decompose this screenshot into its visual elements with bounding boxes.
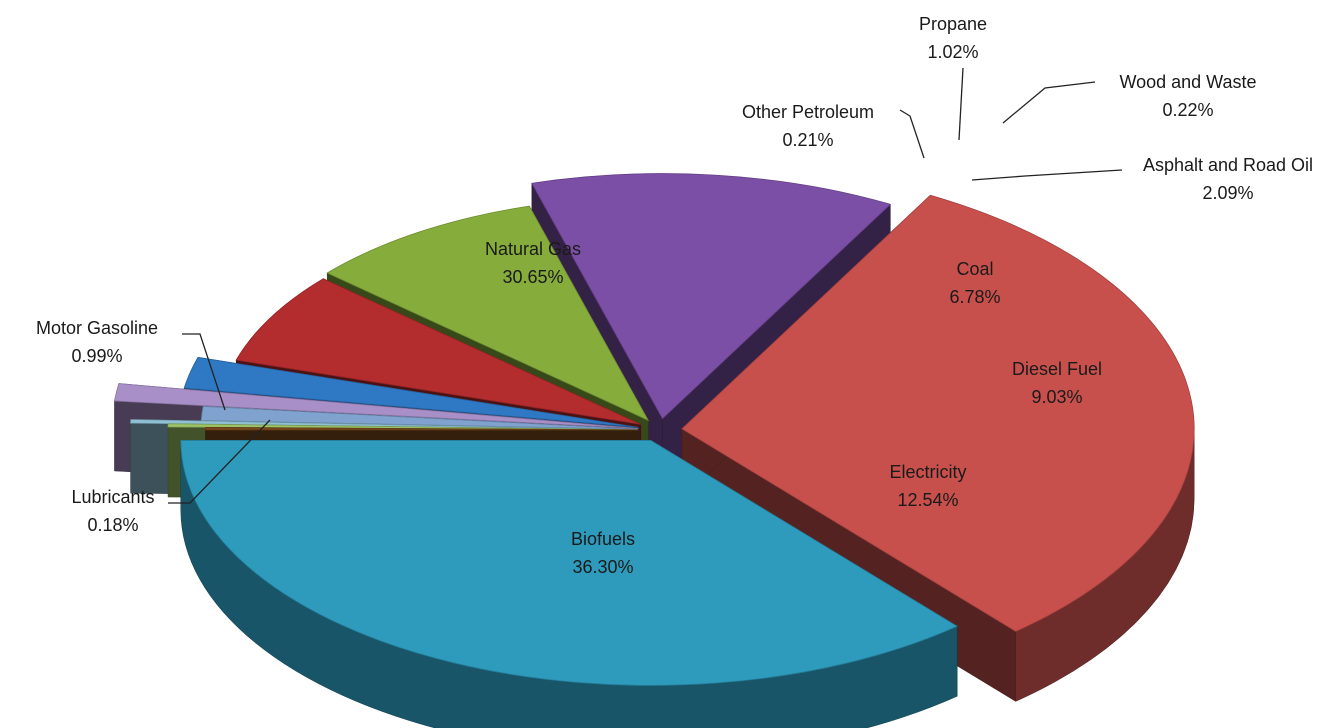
slice-label-diesel-fuel: Diesel Fuel bbox=[1012, 359, 1102, 379]
slice-label-coal: Coal bbox=[956, 259, 993, 279]
slice-label-lubricants: Lubricants bbox=[71, 487, 154, 507]
leader-line-motor-gasoline bbox=[182, 333, 226, 411]
slice-biofuels bbox=[180, 439, 958, 728]
slice-propane-top bbox=[113, 383, 639, 429]
slice-value-asphalt-and-road-oil: 2.09% bbox=[1202, 183, 1253, 203]
slice-diesel-fuel-top bbox=[326, 205, 650, 422]
slice-value-diesel-fuel: 9.03% bbox=[1031, 387, 1082, 407]
slice-electricity-top bbox=[531, 173, 892, 420]
slice-natural-gas-top bbox=[681, 194, 1195, 632]
slice-value-other-petroleum: 0.21% bbox=[782, 130, 833, 150]
slice-value-wood-and-waste: 0.22% bbox=[1162, 100, 1213, 120]
leader-lines bbox=[168, 67, 1123, 504]
slice-label-natural-gas: Natural Gas bbox=[485, 239, 581, 259]
slice-value-motor-gasoline: 0.99% bbox=[71, 346, 122, 366]
slice-asphalt-and-road-oil-top bbox=[183, 356, 639, 428]
leader-line-propane bbox=[958, 67, 964, 141]
slice-label-electricity: Electricity bbox=[889, 462, 966, 482]
slice-motor-gasoline-top bbox=[200, 405, 639, 430]
slice-label-wood-and-waste: Wood and Waste bbox=[1119, 72, 1256, 92]
slice-value-coal: 6.78% bbox=[949, 287, 1000, 307]
slice-biofuels-top bbox=[180, 440, 958, 686]
slice-label-biofuels: Biofuels bbox=[571, 529, 635, 549]
leader-line-asphalt-and-road-oil bbox=[971, 169, 1123, 181]
slice-value-propane: 1.02% bbox=[927, 42, 978, 62]
slice-value-lubricants: 0.18% bbox=[87, 515, 138, 535]
slice-label-asphalt-and-road-oil: Asphalt and Road Oil bbox=[1143, 155, 1313, 175]
pie-slices bbox=[113, 173, 1195, 728]
leader-line-wood-and-waste bbox=[1002, 81, 1096, 124]
slice-value-biofuels: 36.30% bbox=[572, 557, 633, 577]
slice-wood-and-waste-top bbox=[130, 419, 639, 431]
leader-line-lubricants bbox=[168, 419, 271, 504]
slice-other-petroleum-top bbox=[167, 423, 639, 431]
slice-value-electricity: 12.54% bbox=[897, 490, 958, 510]
slice-label-motor-gasoline: Motor Gasoline bbox=[36, 318, 158, 338]
slice-lubricants-top bbox=[205, 426, 639, 431]
slice-value-natural-gas: 30.65% bbox=[502, 267, 563, 287]
slice-coal-top bbox=[235, 278, 641, 425]
leader-line-other-petroleum bbox=[899, 109, 925, 159]
slice-labels: Biofuels 36.30% Natural Gas 30.65% Electrici… bbox=[36, 14, 1313, 577]
slice-label-propane: Propane bbox=[919, 14, 987, 34]
slice-label-other-petroleum: Other Petroleum bbox=[742, 102, 874, 122]
